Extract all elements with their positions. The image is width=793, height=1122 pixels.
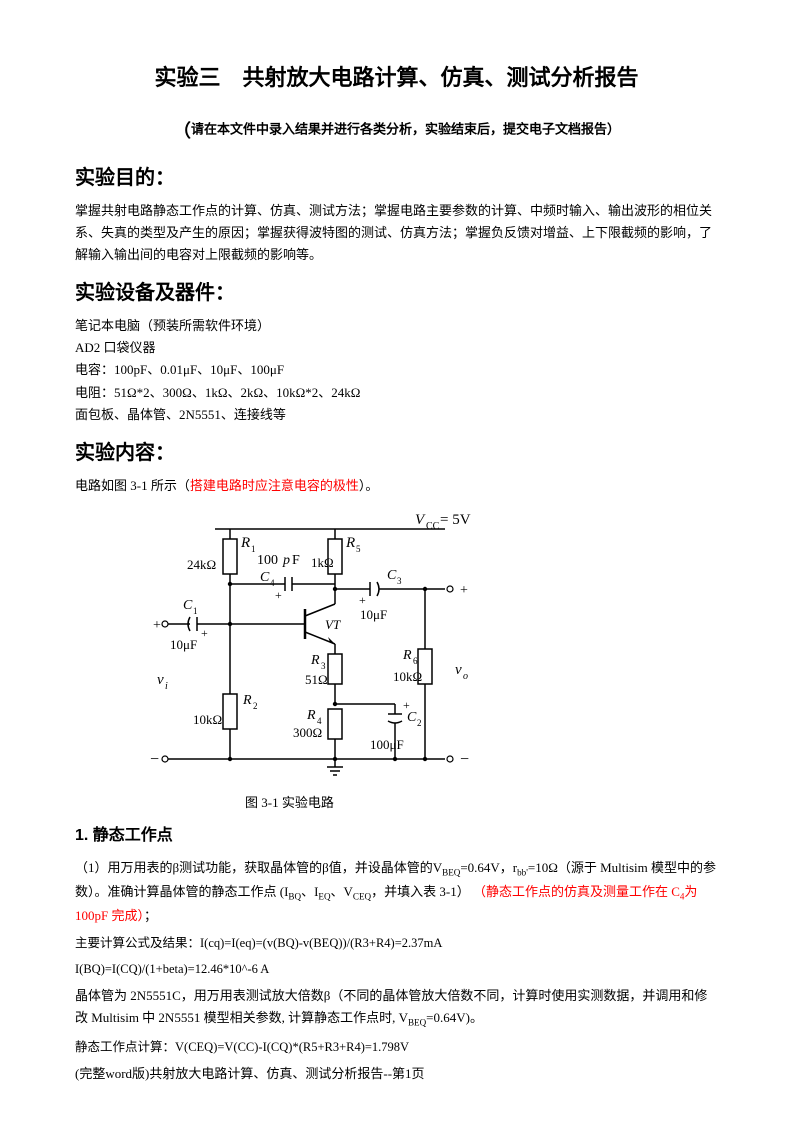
content-intro: 电路如图 3-1 所示（搭建电路时应注意电容的极性）。 — [75, 475, 718, 497]
heading-equipment: 实验设备及器件： — [75, 276, 718, 305]
s1-p1-sub2: bb' — [517, 867, 528, 877]
svg-text:24kΩ: 24kΩ — [187, 557, 216, 572]
s1-p1-a: （1）用万用表的β测试功能，获取晶体管的β值，并设晶体管的V — [75, 860, 442, 875]
s1-p2-b: =0.64V)。 — [426, 1010, 483, 1025]
svg-text:= 5V: = 5V — [440, 512, 471, 528]
s1-formula1: 主要计算公式及结果：I(cq)=I(eq)=(v(BQ)-v(BEQ))/(R3… — [75, 933, 718, 953]
page-footer: (完整word版)共射放大电路计算、仿真、测试分析报告--第1页 — [75, 1063, 425, 1082]
svg-text:−: − — [150, 751, 159, 768]
svg-text:3: 3 — [321, 661, 326, 671]
svg-text:+: + — [359, 593, 366, 607]
svg-text:10μF: 10μF — [360, 607, 387, 622]
circuit-diagram: V CC = 5V R 1 24kΩ 100 p F C 4 + R 5 1kΩ… — [135, 509, 718, 784]
svg-text:100: 100 — [257, 553, 278, 568]
svg-text:3: 3 — [397, 576, 402, 586]
svg-text:R: R — [240, 535, 250, 551]
svg-text:o: o — [463, 671, 468, 682]
svg-text:2: 2 — [417, 718, 422, 728]
s1-p1-f: ，并填入表 3-1） — [371, 884, 470, 899]
equip-line-2: AD2 口袋仪器 — [75, 337, 718, 359]
paren-open: （ — [173, 121, 191, 141]
document-title: 实验三 共射放大电路计算、仿真、测试分析报告 — [75, 60, 718, 92]
svg-text:F: F — [292, 553, 300, 568]
document-subtitle: （请在本文件中录入结果并进行各类分析，实验结束后，提交电子文档报告） — [75, 117, 718, 143]
svg-text:1: 1 — [193, 606, 198, 616]
svg-text:R: R — [242, 693, 252, 708]
svg-text:v: v — [157, 672, 164, 688]
s1-para1: （1）用万用表的β测试功能，获取晶体管的β值，并设晶体管的VBEQ=0.64V，… — [75, 857, 718, 927]
subtitle-text: 请在本文件中录入结果并进行各类分析，实验结束后，提交电子文档报告） — [191, 121, 620, 136]
svg-text:+: + — [153, 618, 161, 633]
s1-p1-d: 、I — [301, 884, 318, 899]
heading-purpose: 实验目的： — [75, 161, 718, 190]
s1-p1-sub1: BEQ — [442, 867, 460, 877]
s1-p1-e: 、V — [331, 884, 353, 899]
svg-text:10μF: 10μF — [170, 637, 197, 652]
svg-text:2: 2 — [253, 701, 258, 711]
svg-text:VT: VT — [325, 617, 341, 632]
svg-text:300Ω: 300Ω — [293, 725, 322, 740]
s1-p1-sub4: EQ — [318, 891, 330, 901]
svg-text:100μF: 100μF — [370, 737, 404, 752]
svg-text:5: 5 — [356, 544, 361, 554]
svg-text:4: 4 — [270, 578, 275, 588]
svg-text:+: + — [275, 588, 282, 602]
equip-line-5: 面包板、晶体管、2N5551、连接线等 — [75, 404, 718, 426]
circuit-caption: 图 3-1 实验电路 — [245, 792, 718, 811]
s1-p1-b: =0.64V，r — [460, 860, 517, 875]
circuit-svg: V CC = 5V R 1 24kΩ 100 p F C 4 + R 5 1kΩ… — [135, 509, 495, 779]
svg-text:C: C — [260, 570, 270, 585]
s1-formula2: I(BQ)=I(CQ)/(1+beta)=12.46*10^-6 A — [75, 959, 718, 979]
svg-text:v: v — [455, 662, 462, 678]
intro-suffix: ）。 — [359, 478, 379, 493]
svg-text:R: R — [402, 648, 412, 663]
svg-text:R: R — [306, 708, 316, 723]
s1-p1-sub3: BQ — [288, 891, 301, 901]
svg-text:R: R — [310, 653, 320, 668]
svg-text:i: i — [165, 681, 168, 692]
svg-text:51Ω: 51Ω — [305, 672, 328, 687]
svg-text:+: + — [201, 626, 208, 640]
heading-content: 实验内容： — [75, 436, 718, 465]
s1-p2-sub: BEQ — [408, 1018, 426, 1028]
svg-text:CC: CC — [426, 521, 440, 532]
svg-text:p: p — [282, 553, 290, 568]
s1-p1-g: ； — [144, 908, 157, 923]
svg-text:C: C — [183, 598, 193, 613]
svg-text:1: 1 — [251, 544, 256, 554]
svg-text:R: R — [345, 535, 355, 551]
svg-text:10kΩ: 10kΩ — [393, 669, 422, 684]
equip-line-3: 电容：100pF、0.01μF、10μF、100μF — [75, 359, 718, 381]
svg-text:1kΩ: 1kΩ — [311, 555, 334, 570]
svg-text:C: C — [407, 710, 417, 725]
svg-text:6: 6 — [413, 656, 418, 666]
svg-text:+: + — [460, 583, 468, 598]
s1-p1-red-a: （静态工作点的仿真及测量工作在 C — [473, 884, 680, 899]
svg-text:V: V — [415, 512, 426, 528]
intro-prefix: 电路如图 3-1 所示（ — [75, 478, 190, 493]
svg-text:10kΩ: 10kΩ — [193, 712, 222, 727]
s1-p2-a: 晶体管为 2N5551C，用万用表测试放大倍数β（不同的晶体管放大倍数不同，计算… — [75, 988, 707, 1025]
s1-formula3: 静态工作点计算：V(CEQ)=V(CC)-I(CQ)*(R5+R3+R4)=1.… — [75, 1037, 718, 1057]
svg-text:C: C — [387, 568, 397, 583]
s1-p1-sub5: CEQ — [353, 891, 371, 901]
equip-line-4: 电阻：51Ω*2、300Ω、1kΩ、2kΩ、10kΩ*2、24kΩ — [75, 382, 718, 404]
svg-text:−: − — [460, 751, 469, 768]
purpose-paragraph: 掌握共射电路静态工作点的计算、仿真、测试方法；掌握电路主要参数的计算、中频时输入… — [75, 200, 718, 266]
equip-line-1: 笔记本电脑（预装所需软件环境） — [75, 315, 718, 337]
s1-para2: 晶体管为 2N5551C，用万用表测试放大倍数β（不同的晶体管放大倍数不同，计算… — [75, 985, 718, 1031]
intro-red: 搭建电路时应注意电容的极性 — [190, 478, 359, 493]
heading-section-1: 1. 静态工作点 — [75, 821, 718, 845]
